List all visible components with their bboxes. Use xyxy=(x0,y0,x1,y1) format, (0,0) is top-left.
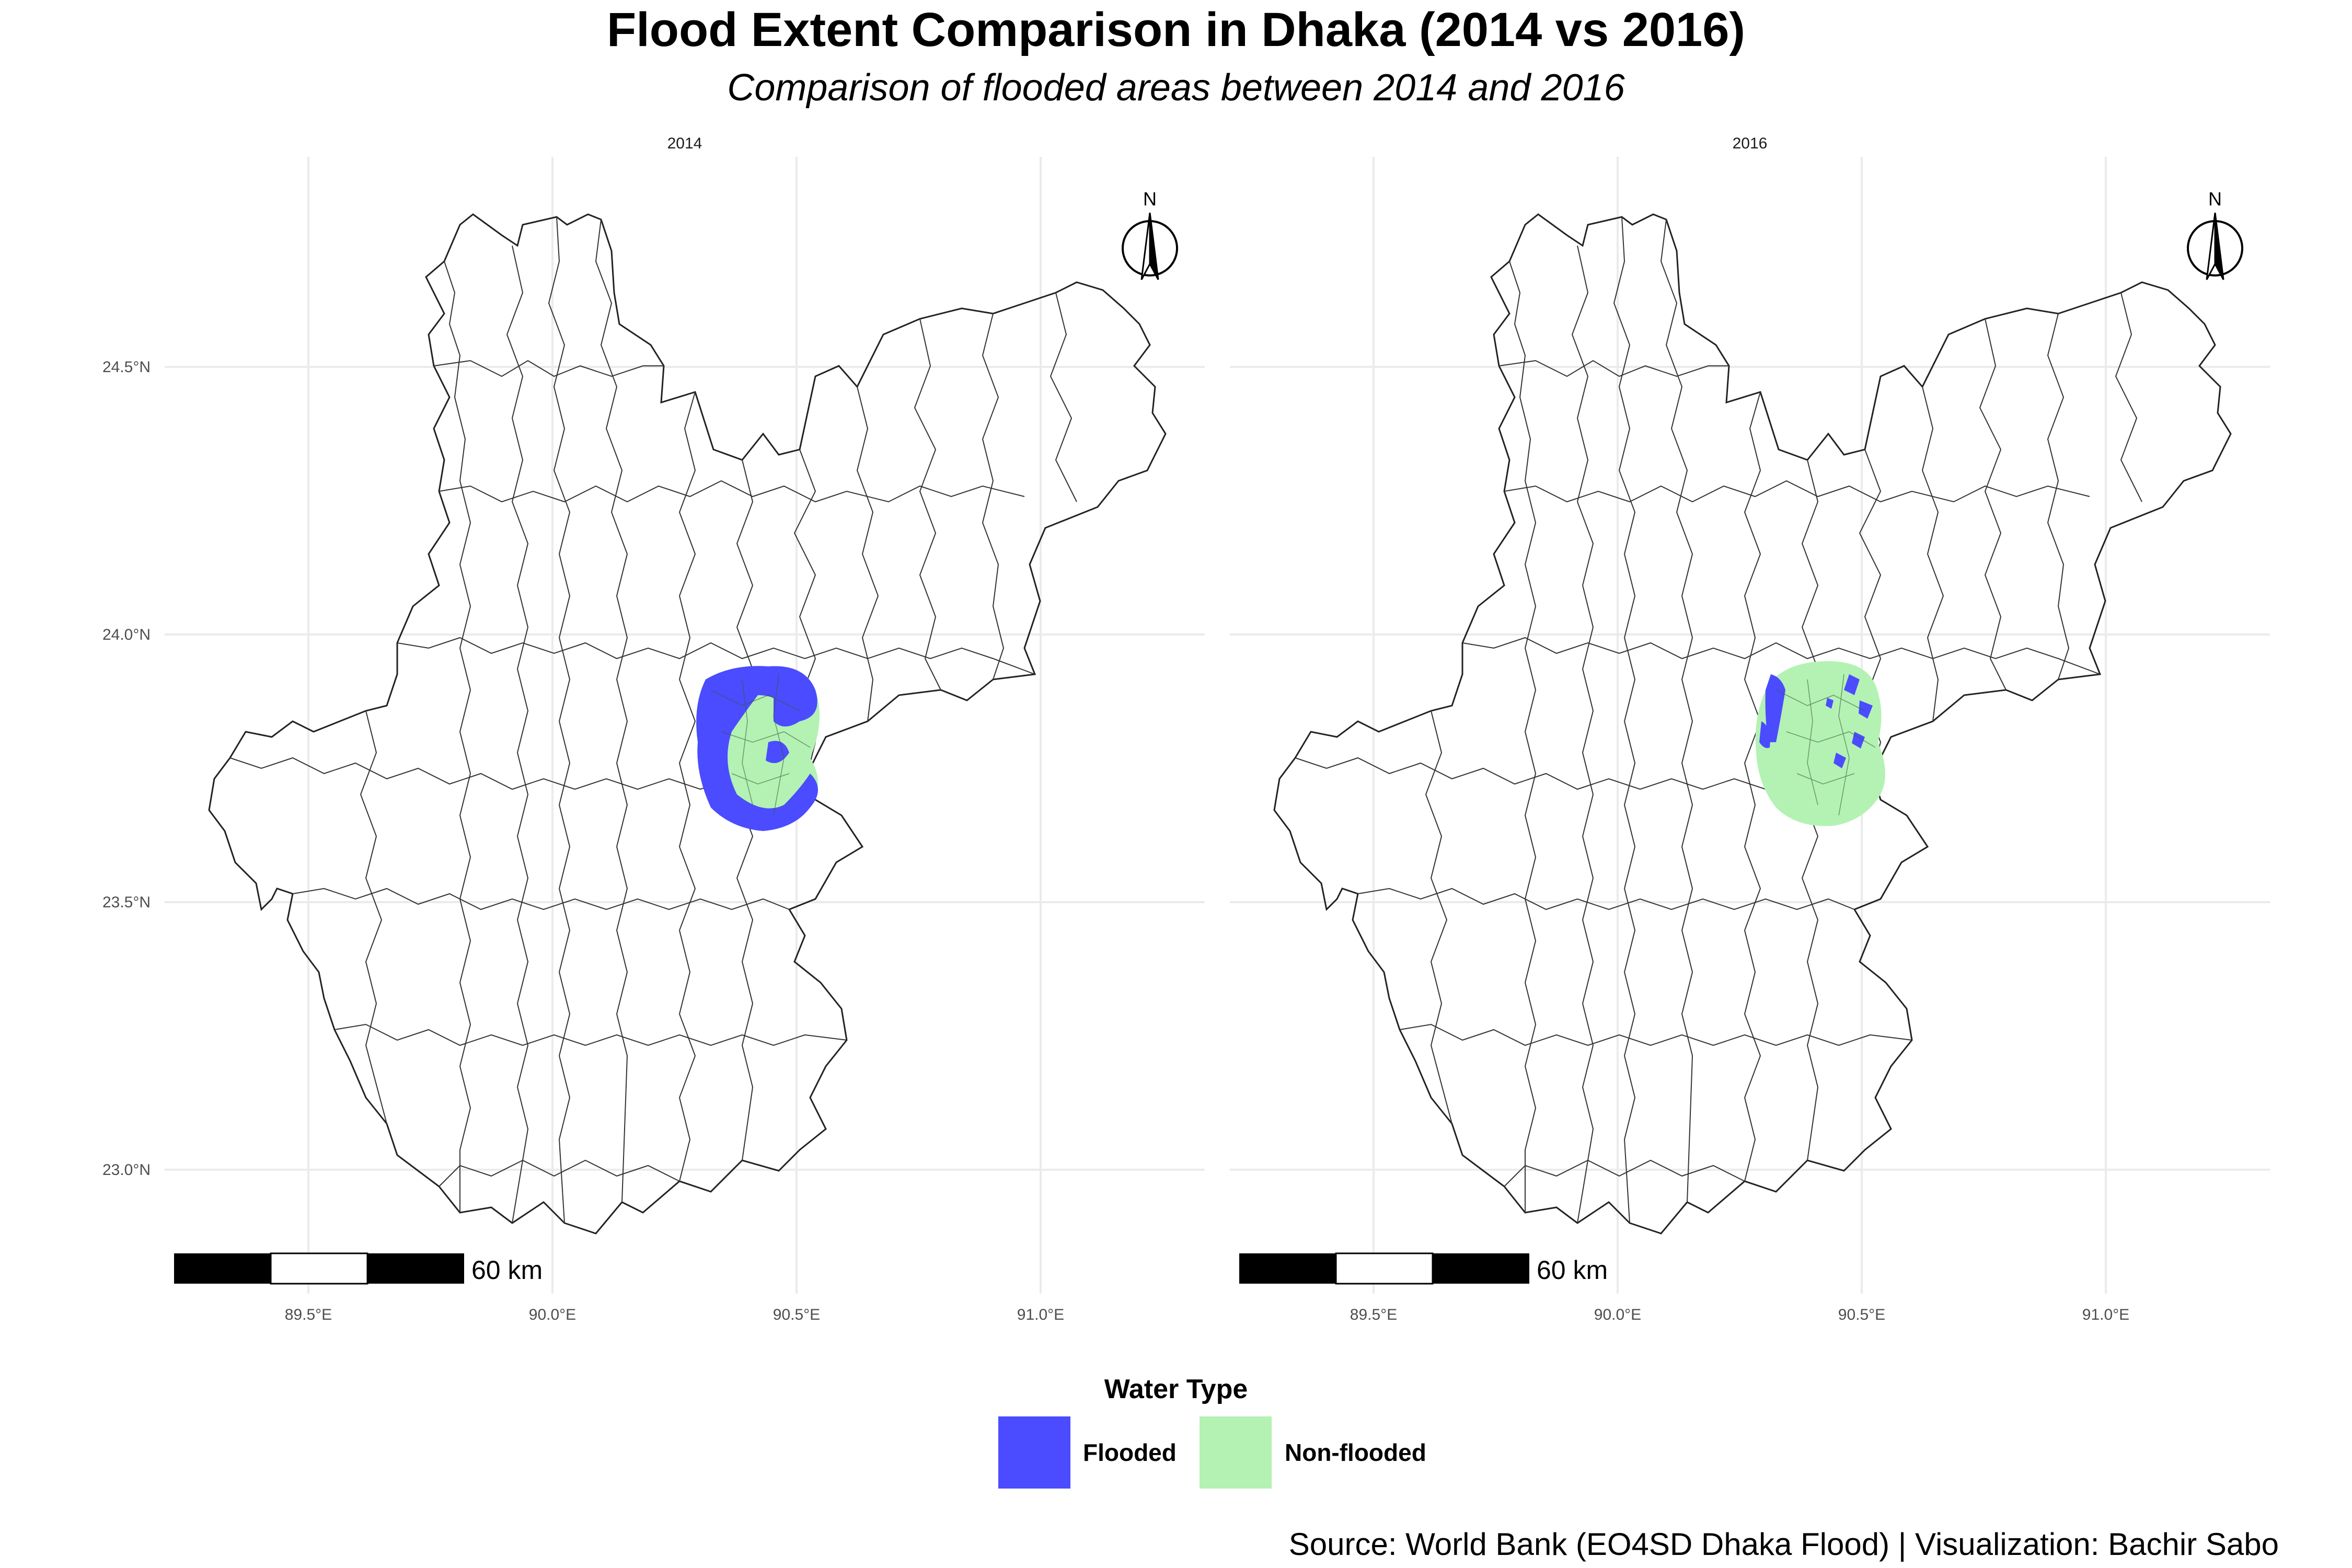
legend-label-flooded: Flooded xyxy=(1083,1439,1177,1466)
flooded-area xyxy=(1859,700,1873,719)
x-tick-labels: 89.5°E 90.0°E 90.5°E 91.0°E xyxy=(285,1306,1064,1323)
flooded-area xyxy=(696,666,818,831)
x-tick-label: 90.5°E xyxy=(1838,1306,1885,1323)
x-tick-label: 90.0°E xyxy=(1594,1306,1641,1323)
panel-2014: 2014 24.5°N 24.0°N 23.5°N 23.0°N 89.5°E … xyxy=(102,135,1205,1323)
flooded-area xyxy=(1765,674,1785,742)
legend-swatch-flooded xyxy=(998,1416,1070,1489)
compass-icon xyxy=(1122,212,1178,281)
y-tick-label: 24.5°N xyxy=(102,359,151,376)
x-tick-label: 90.5°E xyxy=(773,1306,820,1323)
chart-title: Flood Extent Comparison in Dhaka (2014 v… xyxy=(607,3,1745,56)
flooded-area xyxy=(774,695,800,727)
chart-subtitle: Comparison of flooded areas between 2014… xyxy=(727,67,1625,109)
panel-2016: 2016 89.5°E 90.0°E 90.5°E 91.0°E xyxy=(1230,135,2270,1323)
scale-bar-label: 60 km xyxy=(1537,1255,1608,1285)
legend-swatch-nonflooded xyxy=(1200,1416,1272,1489)
y-tick-label: 23.5°N xyxy=(102,894,151,911)
y-tick-label: 23.0°N xyxy=(102,1161,151,1179)
gridlines xyxy=(1230,157,2270,1294)
compass-icon xyxy=(2187,212,2243,281)
y-tick-label: 24.0°N xyxy=(102,626,151,643)
flooded-area xyxy=(1826,698,1834,709)
x-tick-label: 90.0°E xyxy=(529,1306,576,1323)
flooded-area xyxy=(1844,674,1860,695)
panel-label-2014: 2014 xyxy=(667,135,702,152)
x-tick-label: 89.5°E xyxy=(285,1306,332,1323)
x-tick-labels: 89.5°E 90.0°E 90.5°E 91.0°E xyxy=(1350,1306,2129,1323)
north-arrow-label: N xyxy=(2208,188,2222,210)
north-arrow-label: N xyxy=(1143,188,1157,210)
x-tick-label: 89.5°E xyxy=(1350,1306,1397,1323)
north-arrow: N xyxy=(2187,188,2243,281)
flood-area-2016 xyxy=(1755,661,1885,826)
flood-area-2014 xyxy=(696,666,820,831)
legend-title: Water Type xyxy=(1104,1374,1248,1404)
flooded-area xyxy=(1834,753,1846,768)
nonflooded-area xyxy=(1755,661,1885,826)
flooded-area xyxy=(1852,732,1865,748)
scale-bar: 60 km xyxy=(174,1252,543,1285)
y-tick-labels: 24.5°N 24.0°N 23.5°N 23.0°N xyxy=(102,359,151,1179)
flooded-area xyxy=(766,741,789,763)
legend-label-nonflooded: Non-flooded xyxy=(1285,1439,1426,1466)
scale-bar-label: 60 km xyxy=(471,1255,543,1285)
north-arrow: N xyxy=(1122,188,1178,281)
x-tick-label: 91.0°E xyxy=(2082,1306,2129,1323)
panel-label-2016: 2016 xyxy=(1733,135,1768,152)
road-network xyxy=(1775,674,1876,816)
x-tick-label: 91.0°E xyxy=(1017,1306,1064,1323)
scale-bar: 60 km xyxy=(1239,1252,1608,1285)
caption: Source: World Bank (EO4SD Dhaka Flood) |… xyxy=(1289,1527,2279,1562)
legend: Water Type Flooded Non-flooded xyxy=(998,1374,1426,1489)
gridlines xyxy=(165,157,1205,1294)
road-network xyxy=(710,674,811,816)
flooded-area xyxy=(1759,721,1770,748)
